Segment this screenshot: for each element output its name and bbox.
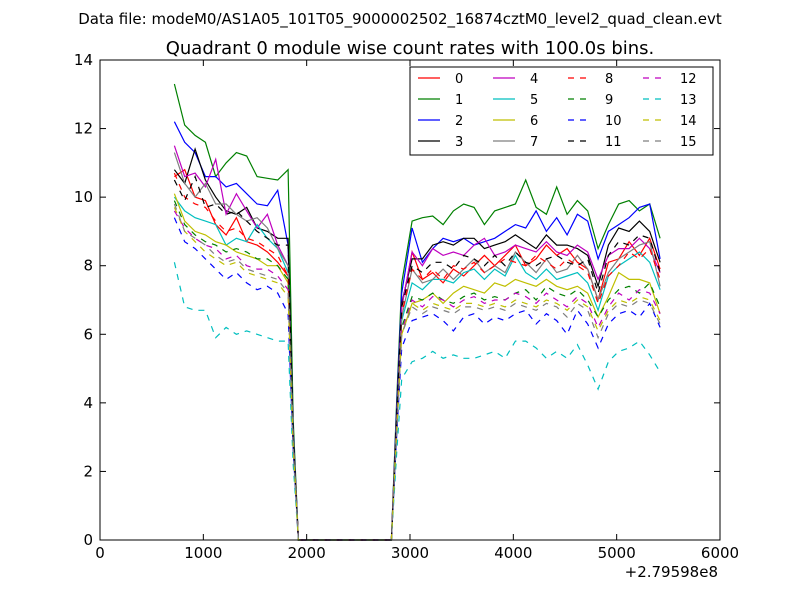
- series-line-12: [173, 210, 661, 541]
- y-tick-label: 12: [74, 120, 93, 138]
- x-tick-label: 1000: [184, 544, 222, 562]
- y-tick-label: 0: [83, 531, 93, 549]
- series-layer: [173, 83, 661, 541]
- legend-label-10: 10: [605, 114, 622, 129]
- series-line-9: [173, 200, 661, 541]
- legend-label-9: 9: [605, 93, 613, 108]
- legend-label-2: 2: [455, 114, 463, 129]
- legend-label-11: 11: [605, 135, 622, 150]
- legend-label-4: 4: [530, 72, 538, 87]
- legend-label-0: 0: [455, 72, 463, 87]
- series-line-3: [173, 147, 661, 541]
- chart-title: Quadrant 0 module wise count rates with …: [166, 38, 655, 59]
- series-line-5: [173, 196, 661, 541]
- legend-label-3: 3: [455, 135, 463, 150]
- y-tick-label: 6: [83, 325, 93, 343]
- series-line-11: [173, 174, 661, 541]
- x-tick-label: 4000: [494, 544, 532, 562]
- series-line-8: [173, 172, 661, 541]
- y-tick-label: 8: [83, 257, 93, 275]
- legend-label-6: 6: [530, 114, 538, 129]
- series-line-6: [173, 193, 661, 541]
- legend-label-7: 7: [530, 135, 538, 150]
- legend-label-1: 1: [455, 93, 463, 108]
- chart-suptitle: Data file: modeM0/AS1A05_101T05_90000025…: [78, 10, 722, 29]
- series-line-0: [174, 168, 661, 541]
- x-tick-label: 0: [95, 544, 105, 562]
- x-offset-label: +2.79598e8: [625, 563, 718, 581]
- series-line-1: [173, 83, 661, 541]
- legend-label-12: 12: [680, 72, 697, 87]
- legend-label-5: 5: [530, 93, 538, 108]
- y-tick-label: 2: [83, 462, 93, 480]
- series-line-14: [173, 207, 661, 541]
- legend-label-14: 14: [680, 114, 697, 129]
- y-tick-label: 4: [83, 394, 93, 412]
- x-tick-label: 6000: [701, 544, 739, 562]
- y-tick-label: 14: [74, 51, 93, 69]
- legend-label-8: 8: [605, 72, 613, 87]
- series-line-10: [173, 217, 661, 541]
- legend-frame: [409, 66, 714, 156]
- x-tick-label: 2000: [288, 544, 326, 562]
- y-tick-label: 10: [74, 188, 93, 206]
- x-tick-label: 3000: [391, 544, 429, 562]
- series-line-2: [173, 121, 661, 541]
- series-line-13: [173, 262, 661, 541]
- series-line-4: [173, 145, 661, 541]
- legend-label-15: 15: [680, 135, 697, 150]
- legend-label-13: 13: [680, 93, 697, 108]
- x-tick-label: 5000: [598, 544, 636, 562]
